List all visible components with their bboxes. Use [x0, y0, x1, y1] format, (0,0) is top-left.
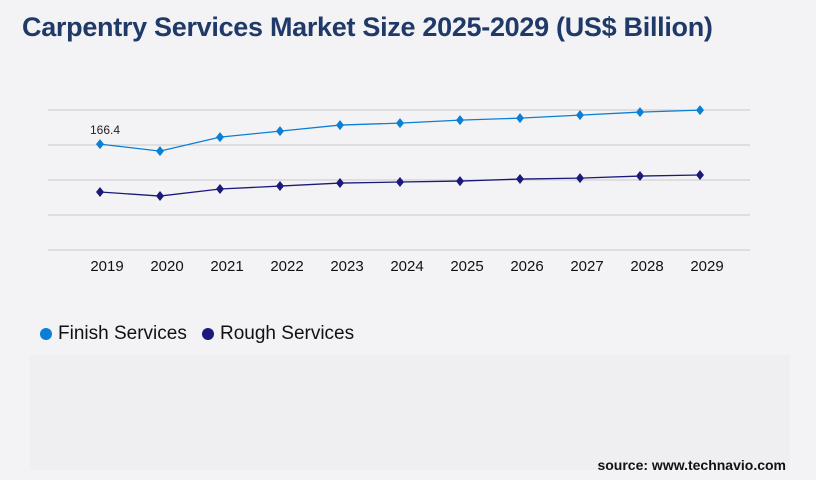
legend-dot-icon	[202, 328, 214, 340]
footer-panel	[30, 355, 790, 470]
data-label: 166.4	[90, 123, 120, 137]
legend-dot-icon	[40, 328, 52, 340]
x-tick-label: 2024	[390, 258, 423, 275]
data-point	[156, 191, 164, 202]
data-point	[336, 178, 344, 189]
data-point	[456, 176, 464, 187]
data-point	[396, 118, 404, 129]
source-text: source: www.technavio.com	[597, 457, 786, 473]
data-point	[456, 115, 464, 126]
data-point	[696, 105, 704, 116]
data-point	[216, 132, 224, 143]
line-chart: 2019 2020 2021 2022 2023 2024 2025 2026 2027 2028…	[48, 105, 750, 275]
data-point	[636, 107, 644, 118]
x-tick-label: 2029	[690, 258, 723, 275]
data-point	[336, 120, 344, 131]
data-point	[516, 113, 524, 124]
data-point	[96, 139, 104, 150]
data-point	[276, 181, 284, 192]
x-tick-label: 2027	[570, 258, 603, 275]
legend-item-finish: Finish Services	[40, 323, 187, 345]
data-point	[516, 174, 524, 185]
x-tick-label: 2021	[210, 258, 243, 275]
x-tick-label: 2022	[270, 258, 303, 275]
x-tick-label: 2019	[90, 258, 123, 275]
data-point	[96, 187, 104, 198]
legend-label: Finish Services	[58, 323, 187, 344]
data-point	[576, 173, 584, 184]
data-point	[276, 126, 284, 137]
data-point	[576, 110, 584, 121]
x-tick-label: 2023	[330, 258, 363, 275]
chart-title: Carpentry Services Market Size 2025-2029…	[22, 12, 713, 42]
data-point	[396, 177, 404, 188]
x-tick-label: 2020	[150, 258, 183, 275]
x-tick-label: 2025	[450, 258, 483, 275]
data-point	[636, 171, 644, 182]
data-point	[156, 146, 164, 157]
x-tick-label: 2028	[630, 258, 663, 275]
data-point	[696, 170, 704, 181]
legend-label: Rough Services	[220, 323, 355, 344]
legend-item-rough: Rough Services	[202, 323, 354, 345]
x-tick-label: 2026	[510, 258, 543, 275]
data-point	[216, 184, 224, 195]
